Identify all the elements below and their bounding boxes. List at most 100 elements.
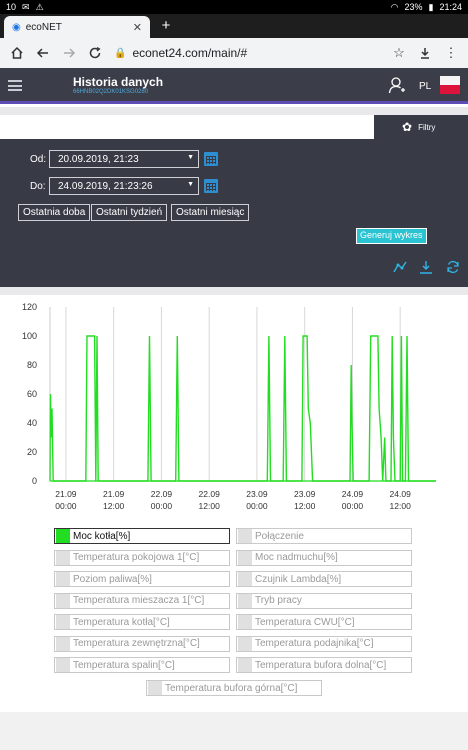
legend-swatch	[56, 529, 70, 543]
filter-panel: Od: 20.09.2019, 21:23 ▼ Do: 24.09.2019, …	[0, 139, 468, 287]
status-time-left: 10	[6, 2, 17, 12]
legend-item[interactable]: Temperatura bufora dolna[°C]	[236, 657, 412, 673]
x-tick-label: 22.09	[199, 489, 221, 499]
poland-flag-icon[interactable]	[440, 76, 460, 94]
wifi-icon: ◠	[390, 1, 399, 12]
y-tick-label: 20	[27, 447, 37, 457]
y-tick-label: 60	[27, 389, 37, 399]
to-label: Do:	[30, 181, 46, 192]
x-tick-label: 23.09	[246, 489, 268, 499]
x-tick-label: 23.09	[294, 489, 316, 499]
y-tick-label: 80	[27, 360, 37, 370]
legend-swatch	[238, 658, 252, 672]
legend-label: Czujnik Lambda[%]	[255, 573, 342, 585]
legend-label: Temperatura mieszacza 1[°C]	[73, 595, 205, 606]
legend-item[interactable]: Temperatura bufora górna[°C]	[146, 680, 322, 696]
download-icon[interactable]	[414, 42, 436, 64]
legend-item[interactable]: Temperatura pokojowa 1[°C]	[54, 549, 230, 566]
close-tab-icon[interactable]: ✕	[132, 21, 142, 34]
legend-swatch	[56, 572, 70, 586]
legend-label: Tryb pracy	[255, 595, 302, 606]
from-label: Od:	[30, 154, 47, 165]
lock-icon: 🔒	[114, 47, 127, 59]
language-selector[interactable]: PL	[419, 81, 432, 92]
x-tick-label: 00:00	[151, 501, 173, 511]
filters-button[interactable]: ✿ Filtry	[374, 115, 468, 139]
legend-item[interactable]: Temperatura kotła[°C]	[54, 614, 230, 630]
to-date-value: 24.09.2019, 21:23:26	[58, 181, 153, 192]
legend-label: Temperatura kotła[°C]	[73, 616, 170, 628]
filters-button-label: Filtry	[418, 122, 436, 132]
x-tick-label: 12:00	[390, 501, 412, 511]
dropdown-caret-icon: ▼	[187, 181, 194, 188]
to-date-select[interactable]: 24.09.2019, 21:23:26 ▼	[49, 177, 199, 195]
x-tick-label: 22.09	[151, 489, 173, 499]
y-tick-label: 120	[22, 302, 37, 312]
browser-tab[interactable]: ◉ ecoNET ✕	[4, 16, 150, 38]
legend-item[interactable]: Połączenie	[236, 528, 412, 544]
legend-item[interactable]: Temperatura mieszacza 1[°C]	[54, 592, 230, 609]
reload-icon[interactable]	[84, 42, 106, 64]
filters-icon: ✿	[402, 120, 413, 134]
user-icon[interactable]	[388, 76, 406, 94]
from-date-value: 20.09.2019, 21:23	[58, 154, 139, 165]
hamburger-menu-icon[interactable]	[8, 80, 22, 91]
history-chart[interactable]: 0 20 40 60 80 100 120 21.09 00:00 21.09 12:00 22.09…	[0, 295, 468, 525]
legend-item[interactable]: Moc kotła[%]	[54, 528, 230, 544]
legend-swatch	[56, 593, 70, 608]
legend-swatch	[148, 681, 162, 695]
new-tab-icon[interactable]: +	[161, 17, 171, 34]
browser-toolbar: 🔒 econet24.com/main/# ☆ ⋮	[0, 38, 468, 68]
legend-label: Temperatura bufora dolna[°C]	[255, 659, 387, 671]
chart-type-icon[interactable]	[393, 260, 407, 274]
generate-chart-button[interactable]: Generuj wykres	[356, 228, 427, 244]
x-tick-label: 21.09	[55, 489, 77, 499]
battery-level: 23%	[404, 2, 423, 12]
legend-item[interactable]: Poziom paliwa[%]	[54, 571, 230, 587]
x-tick-label: 12:00	[103, 501, 125, 511]
download-data-icon[interactable]	[419, 260, 433, 274]
legend-item[interactable]: Temperatura CWU[°C]	[236, 614, 412, 630]
legend-swatch	[238, 593, 252, 608]
refresh-icon[interactable]	[446, 260, 460, 274]
calendar-icon[interactable]	[204, 179, 218, 193]
y-tick-label: 100	[22, 331, 37, 341]
x-tick-label: 00:00	[55, 501, 77, 511]
legend-item[interactable]: Temperatura zewnętrzna[°C]	[54, 635, 230, 652]
legend-item[interactable]: Moc nadmuchu[%]	[236, 549, 412, 566]
x-tick-label: 00:00	[246, 501, 268, 511]
legend-label: Temperatura pokojowa 1[°C]	[73, 552, 200, 563]
status-clock: 21:24	[439, 2, 462, 12]
legend-swatch	[56, 615, 70, 629]
last-day-button[interactable]: Ostatnia doba	[18, 204, 91, 221]
legend-label: Temperatura bufora górna[°C]	[165, 682, 298, 694]
legend-label: Temperatura CWU[°C]	[255, 616, 355, 628]
alert-icon: ⚠	[35, 1, 44, 12]
from-date-select[interactable]: 20.09.2019, 21:23 ▼	[49, 150, 199, 168]
series-legend: Moc kotła[%] Połączenie Temperatura pokojo…	[0, 528, 468, 700]
legend-swatch	[238, 529, 252, 543]
y-tick-label: 40	[27, 418, 37, 428]
last-week-button[interactable]: Ostatni tydzień	[91, 204, 168, 221]
forward-icon[interactable]	[58, 42, 80, 64]
legend-label: Temperatura spalin[°C]	[73, 659, 175, 671]
menu-more-icon[interactable]: ⋮	[444, 45, 458, 60]
legend-item[interactable]: Temperatura podajnika[°C]	[236, 635, 412, 652]
legend-item[interactable]: Tryb pracy	[236, 592, 412, 609]
legend-item[interactable]: Czujnik Lambda[%]	[236, 571, 412, 587]
legend-swatch	[238, 550, 252, 565]
legend-label: Moc kotła[%]	[73, 530, 131, 542]
calendar-icon[interactable]	[204, 152, 218, 166]
address-bar[interactable]: 🔒 econet24.com/main/#	[110, 42, 378, 64]
page-footer	[0, 712, 468, 750]
legend-swatch	[56, 658, 70, 672]
back-icon[interactable]	[32, 42, 54, 64]
legend-swatch	[238, 615, 252, 629]
chart-svg[interactable]: 0 20 40 60 80 100 120 21.09 00:00 21.09 12:00 22.09…	[0, 295, 468, 525]
url-text: econet24.com/main/#	[132, 46, 248, 60]
legend-item[interactable]: Temperatura spalin[°C]	[54, 657, 230, 673]
home-icon[interactable]	[6, 42, 28, 64]
last-month-button[interactable]: Ostatni miesiąc	[171, 204, 250, 221]
legend-swatch	[56, 636, 70, 651]
bookmark-star-icon[interactable]: ☆	[393, 45, 405, 60]
